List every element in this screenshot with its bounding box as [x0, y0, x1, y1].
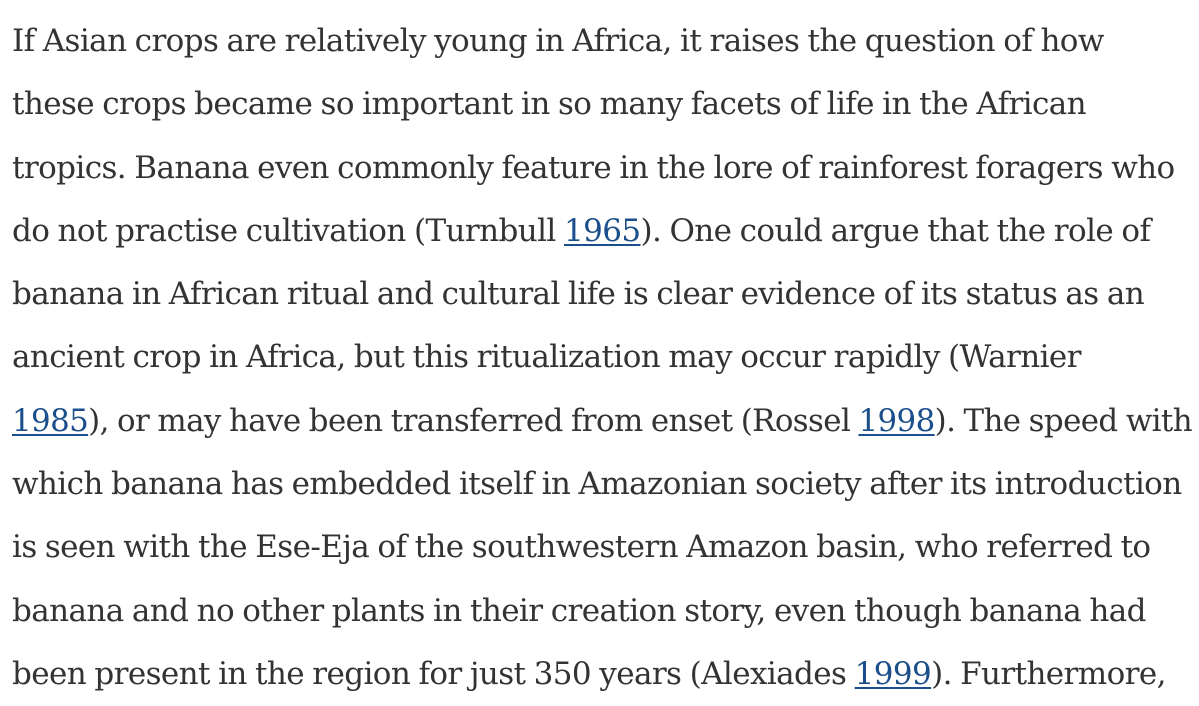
text-line: banana and no other plants in their crea…: [12, 580, 1192, 643]
citation-year-link[interactable]: 1998: [858, 402, 935, 439]
text-segment: is seen with the Ese-Eja of the southwes…: [12, 529, 1151, 566]
text-line: 1985), or may have been transferred from…: [12, 390, 1193, 453]
citation-year-link[interactable]: 1985: [12, 402, 89, 439]
text-line: If Asian crops are relatively young in A…: [12, 10, 1192, 73]
text-line: tropics. Banana even commonly feature in…: [12, 137, 1192, 200]
citation-year-link[interactable]: 1999: [854, 655, 932, 692]
text-line: which banana has embedded itself in Amaz…: [12, 453, 1192, 516]
text-line: these crops became so important in so ma…: [12, 73, 1192, 136]
text-line: been present in the region for just 350 …: [12, 643, 1192, 706]
text-segment: ), or may have been transferred from ens…: [88, 402, 859, 439]
text-segment: do not practise cultivation (Turnbull: [12, 212, 564, 249]
text-segment: ). The speed with: [934, 402, 1193, 439]
text-line: banana in African ritual and cultural li…: [12, 263, 1192, 326]
text-segment: these crops became so important in so ma…: [12, 86, 1087, 123]
text-segment: been present in the region for just 350 …: [12, 655, 855, 692]
text-segment: If Asian crops are relatively young in A…: [12, 23, 1104, 59]
text-segment: which banana has embedded itself in Amaz…: [12, 466, 1182, 503]
text-line: do not practise cultivation (Turnbull 19…: [12, 200, 1192, 263]
text-segment: banana in African ritual and cultural li…: [12, 276, 1145, 313]
text-segment: ). One could argue that the role of: [640, 212, 1151, 249]
text-line: is seen with the Ese-Eja of the southwes…: [12, 516, 1192, 579]
article-paragraph: If Asian crops are relatively young in A…: [12, 10, 1193, 706]
text-segment: ). Furthermore,: [931, 655, 1166, 692]
citation-year-link[interactable]: 1965: [563, 212, 641, 249]
text-segment: banana and no other plants in their crea…: [12, 592, 1146, 629]
text-segment: ancient crop in Africa, but this rituali…: [12, 339, 1081, 376]
text-segment: tropics. Banana even commonly feature in…: [12, 149, 1175, 186]
text-line: ancient crop in Africa, but this rituali…: [12, 326, 1192, 389]
